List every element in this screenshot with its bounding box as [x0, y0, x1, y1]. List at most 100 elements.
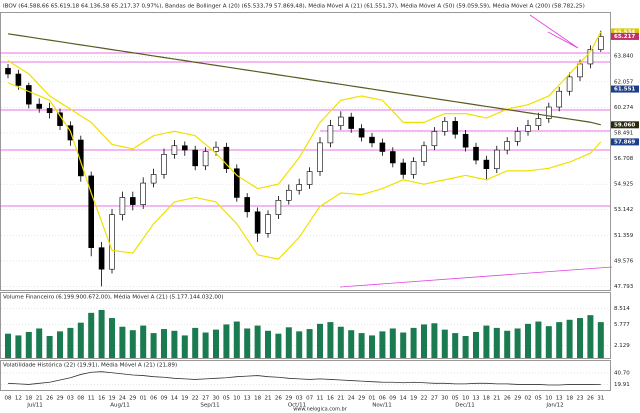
- volatility-line: [7, 371, 601, 386]
- x-tick-label: 10: [233, 396, 240, 402]
- price-label: 59.060: [614, 122, 635, 128]
- y-tick-label: 19.91: [614, 382, 630, 388]
- candle-body: [171, 145, 178, 155]
- x-tick-label: 18: [254, 396, 261, 402]
- candle-body: [306, 171, 313, 185]
- volume-bar: [421, 324, 427, 358]
- candle-body: [441, 121, 448, 132]
- volume-bar: [535, 321, 542, 358]
- volume-bar: [296, 331, 303, 358]
- y-tick-label: 58.491: [614, 130, 633, 136]
- candle-body: [15, 73, 22, 86]
- x-tick-label: 14: [400, 396, 407, 402]
- candle-body: [182, 145, 188, 151]
- volume-bar: [389, 328, 396, 358]
- price-label: 65.534: [614, 29, 635, 35]
- volume-bar: [369, 335, 375, 358]
- candle-body: [327, 125, 334, 144]
- candle-body: [109, 214, 115, 270]
- x-tick-label: 18: [483, 396, 490, 402]
- x-tick-label: 26: [587, 396, 594, 402]
- candle-body: [140, 182, 146, 205]
- volume-bar: [400, 332, 407, 358]
- volume-bar: [140, 325, 147, 358]
- x-tick-label: 19: [181, 396, 188, 402]
- price-label-bg: [611, 28, 639, 36]
- x-tick-label: 29: [358, 396, 365, 402]
- volume-bar: [98, 309, 105, 358]
- volume-bar: [452, 333, 459, 358]
- candle-body: [535, 118, 542, 126]
- x-tick-label: 08: [5, 396, 12, 402]
- candle-body: [431, 131, 438, 147]
- candle-body: [223, 146, 230, 170]
- x-tick-label: 31: [597, 396, 604, 402]
- y-tick-label: 40.70: [614, 370, 630, 376]
- candle-body: [545, 106, 552, 119]
- price-label-bg: [611, 138, 639, 146]
- volume-bar: [431, 323, 438, 358]
- volume-bar: [202, 332, 209, 358]
- volume-bar: [441, 329, 448, 358]
- x-tick-label: 19: [410, 396, 417, 402]
- volume-bar: [233, 321, 240, 358]
- volume-bar: [597, 322, 604, 358]
- volume-bar: [504, 330, 511, 358]
- x-tick-label: 19: [109, 396, 116, 402]
- candle-body: [161, 154, 167, 175]
- x-tick-label: 29: [57, 396, 64, 402]
- month-label: Dec/11: [455, 403, 475, 409]
- month-label: Jul/11: [26, 403, 43, 409]
- candle-body: [98, 247, 105, 270]
- x-tick-label: 01: [369, 396, 376, 402]
- candle-body: [337, 116, 344, 126]
- volume-bar: [109, 318, 115, 358]
- x-tick-label: 11: [317, 396, 324, 402]
- candle-body: [410, 161, 417, 175]
- candle-body: [400, 162, 407, 175]
- y-tick-label: 49.576: [614, 258, 634, 264]
- volume-bar: [57, 331, 63, 358]
- volume-bar: [223, 324, 230, 358]
- volume-bar: [15, 335, 22, 358]
- y-tick-label: 62.057: [614, 79, 634, 85]
- y-tick-label: 47.793: [614, 284, 634, 290]
- x-tick-label: 09: [161, 396, 168, 402]
- volume-bar: [25, 331, 32, 358]
- volume-bar: [577, 318, 583, 358]
- footer: www.nelogica.com.br: [293, 407, 347, 413]
- x-tick-label: 18: [566, 396, 573, 402]
- candle-body: [317, 142, 323, 172]
- volume-bar: [88, 312, 95, 358]
- x-tick-label: 13: [473, 396, 480, 402]
- x-tick-label: 27: [431, 396, 438, 402]
- candle-body: [473, 146, 479, 161]
- volume-bar: [119, 326, 126, 358]
- candle-body: [577, 63, 583, 78]
- volume-bar: [213, 329, 219, 358]
- x-tick-label: 07: [306, 396, 313, 402]
- x-tick-label: 23: [577, 396, 584, 402]
- y-tick-label: 8.514: [614, 306, 630, 312]
- volume-bar: [275, 333, 282, 358]
- volume-bar: [525, 323, 531, 358]
- price-label-bg: [611, 121, 639, 129]
- x-tick-label: 16: [98, 396, 105, 402]
- volume-bar: [171, 330, 178, 358]
- y-tick-label: 5.777: [614, 322, 630, 328]
- volume-bar: [244, 328, 251, 358]
- x-tick-label: 10: [545, 396, 552, 402]
- x-tick-label: 06: [150, 396, 157, 402]
- month-label: Nov/11: [372, 403, 392, 409]
- x-tick-label: 27: [202, 396, 209, 402]
- candle-body: [379, 142, 386, 152]
- candle-body: [244, 197, 250, 213]
- x-tick-label: 10: [462, 396, 469, 402]
- volume-title: Volume Financeiro (6.199.900.672,00), Mé…: [3, 294, 224, 301]
- x-tick-label: 08: [77, 396, 84, 402]
- x-tick-label: 21: [265, 396, 272, 402]
- price-label-bg: [611, 32, 639, 40]
- x-tick-label: 21: [36, 396, 43, 402]
- candle-body: [504, 141, 511, 151]
